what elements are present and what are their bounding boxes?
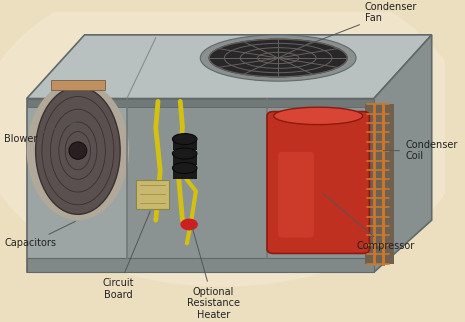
Ellipse shape	[27, 81, 129, 220]
Text: Optional
Resistance
Heater: Optional Resistance Heater	[187, 227, 240, 320]
Ellipse shape	[69, 142, 87, 159]
FancyBboxPatch shape	[267, 111, 369, 253]
Ellipse shape	[274, 107, 363, 125]
FancyBboxPatch shape	[278, 152, 314, 238]
Bar	[27, 99, 374, 272]
Text: Circuit
Board: Circuit Board	[102, 211, 150, 300]
Bar	[127, 99, 267, 258]
Bar	[173, 168, 197, 179]
Ellipse shape	[173, 163, 197, 174]
Bar	[27, 99, 374, 107]
Bar	[365, 104, 394, 264]
Bar	[267, 99, 374, 258]
Ellipse shape	[173, 134, 197, 145]
Bar	[136, 180, 169, 209]
Circle shape	[181, 219, 197, 230]
Bar	[27, 258, 374, 272]
Bar	[173, 154, 197, 165]
Ellipse shape	[200, 35, 356, 81]
Circle shape	[0, 0, 465, 287]
Text: Condenser
Coil: Condenser Coil	[383, 140, 458, 161]
Bar	[51, 80, 105, 90]
Text: Blower: Blower	[5, 122, 75, 144]
Text: Condenser
Fan: Condenser Fan	[299, 2, 417, 48]
Bar	[173, 139, 197, 150]
Text: Compressor: Compressor	[323, 193, 414, 251]
Polygon shape	[374, 35, 432, 272]
Polygon shape	[27, 35, 432, 99]
Ellipse shape	[209, 39, 347, 77]
Ellipse shape	[173, 148, 197, 159]
Ellipse shape	[36, 87, 120, 214]
Text: Capacitors: Capacitors	[5, 221, 75, 248]
